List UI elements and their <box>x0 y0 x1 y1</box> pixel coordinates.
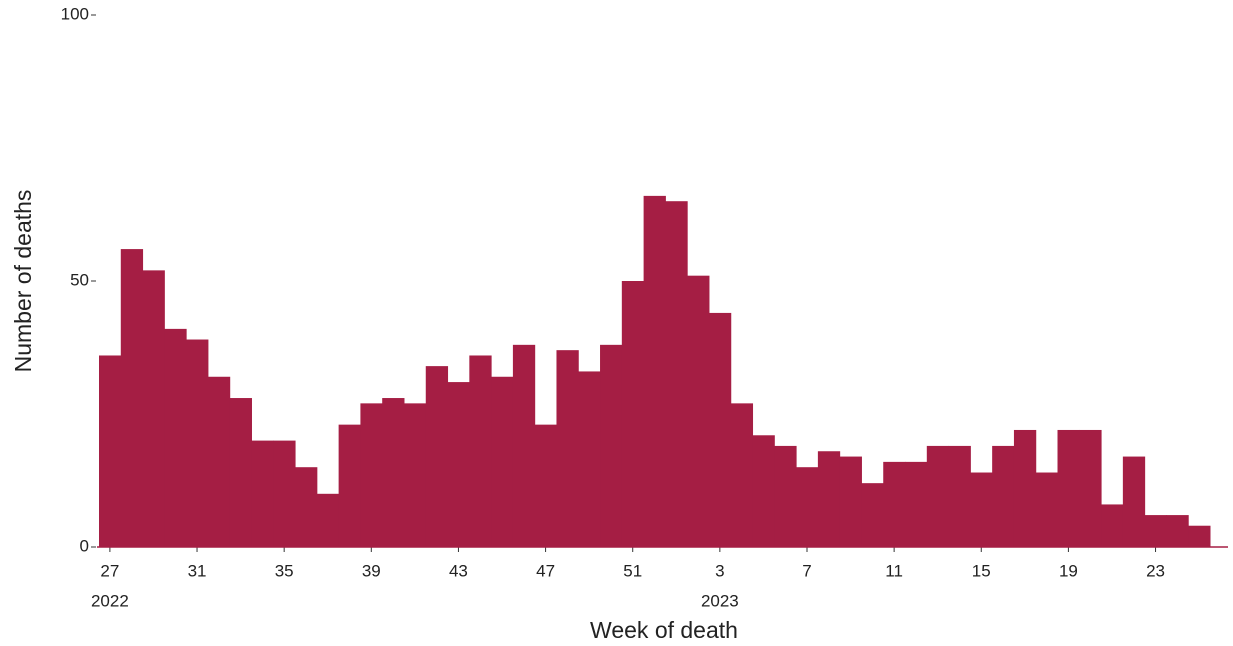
bar <box>338 424 361 547</box>
bar <box>621 281 645 547</box>
bar <box>120 249 144 547</box>
x-year-label: 2023 <box>701 591 739 610</box>
bar <box>295 467 318 547</box>
x-tick-label: 23 <box>1146 561 1165 580</box>
bar <box>1166 515 1189 547</box>
x-tick-label: 11 <box>885 561 903 580</box>
bar <box>970 472 993 547</box>
bar <box>534 424 557 547</box>
x-tick-label: 35 <box>275 561 294 580</box>
x-tick-label: 47 <box>536 561 555 580</box>
bar <box>99 355 122 547</box>
bar <box>708 312 732 547</box>
x-year-label: 2022 <box>91 591 129 610</box>
y-axis-title: Number of deaths <box>10 190 36 373</box>
bar <box>578 371 601 547</box>
bar <box>1144 515 1167 547</box>
bar <box>207 376 231 547</box>
x-tick-label: 7 <box>802 561 811 580</box>
x-tick-label: 31 <box>188 561 207 580</box>
bar <box>1013 429 1037 547</box>
bar <box>643 195 666 547</box>
bar <box>556 350 579 547</box>
bar <box>1101 504 1124 547</box>
bar <box>142 270 165 547</box>
x-tick-label: 3 <box>715 561 724 580</box>
bar <box>1079 429 1102 547</box>
bar <box>600 344 623 547</box>
x-tick-label: 39 <box>362 561 381 580</box>
x-tick-label: 27 <box>100 561 119 580</box>
bar <box>403 403 427 547</box>
x-tick-label: 19 <box>1059 561 1078 580</box>
bar <box>752 435 775 547</box>
bar <box>883 461 906 547</box>
bar <box>774 445 797 547</box>
x-tick-label: 51 <box>623 561 642 580</box>
bar <box>382 398 405 547</box>
bar <box>817 451 841 547</box>
bar <box>730 403 754 547</box>
bar <box>316 493 340 547</box>
bar <box>1057 429 1080 547</box>
bar <box>229 398 252 547</box>
y-tick-label: 0 <box>80 536 89 555</box>
bar <box>796 467 819 547</box>
bar <box>360 403 383 547</box>
bar <box>469 355 492 547</box>
y-tick-label: 50 <box>70 270 89 289</box>
bar <box>1122 456 1146 547</box>
bar <box>839 456 862 547</box>
bar <box>948 445 971 547</box>
bar <box>687 275 710 547</box>
bar <box>251 440 274 547</box>
bar <box>992 445 1015 547</box>
bar <box>273 440 296 547</box>
bar <box>926 445 950 547</box>
bar <box>512 344 536 547</box>
bar <box>861 483 884 547</box>
bar <box>1035 472 1059 547</box>
bar <box>491 376 514 547</box>
x-tick-label: 43 <box>449 561 468 580</box>
bar <box>1188 525 1211 547</box>
x-tick-label: 15 <box>972 561 991 580</box>
bar <box>425 366 449 547</box>
y-tick-label: 100 <box>61 4 89 23</box>
x-axis-title: Week of death <box>590 617 738 643</box>
bar <box>665 201 688 547</box>
bar <box>905 461 928 547</box>
bar <box>447 382 470 547</box>
bar <box>186 339 209 547</box>
bar <box>164 328 187 547</box>
